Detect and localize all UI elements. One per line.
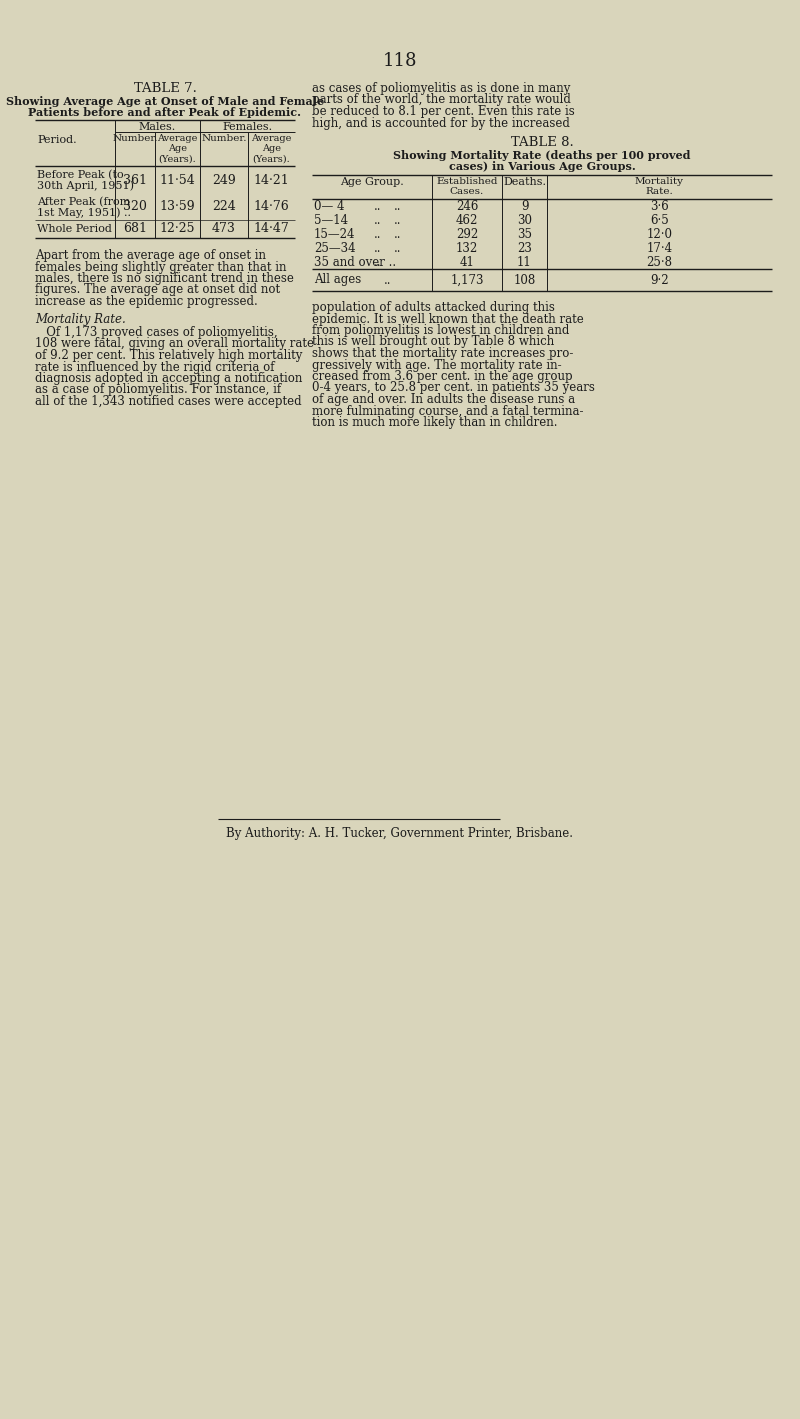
Text: Whole Period: Whole Period <box>37 224 112 234</box>
Text: diagnosis adopted in accepting a notification: diagnosis adopted in accepting a notific… <box>35 372 302 385</box>
Text: 35 and over ..: 35 and over .. <box>314 255 396 268</box>
Text: 35: 35 <box>517 227 532 240</box>
Text: as cases of poliomyelitis as is done in many: as cases of poliomyelitis as is done in … <box>312 82 570 95</box>
Text: ..: .. <box>374 241 382 254</box>
Text: ..: .. <box>394 241 402 254</box>
Text: 13·59: 13·59 <box>160 200 195 213</box>
Text: Period.: Period. <box>37 135 77 145</box>
Text: 0-4 years, to 25.8 per cent. in patients 35 years: 0-4 years, to 25.8 per cent. in patients… <box>312 382 595 394</box>
Text: 12·0: 12·0 <box>646 227 673 240</box>
Text: high, and is accounted for by the increased: high, and is accounted for by the increa… <box>312 116 570 129</box>
Text: tion is much more likely than in children.: tion is much more likely than in childre… <box>312 416 558 429</box>
Text: Mortality
Rate.: Mortality Rate. <box>635 177 684 196</box>
Text: figures. The average age at onset did not: figures. The average age at onset did no… <box>35 284 280 297</box>
Text: 12·25: 12·25 <box>160 223 195 236</box>
Text: females being slightly greater than that in: females being slightly greater than that… <box>35 261 286 274</box>
Text: 9·2: 9·2 <box>650 274 669 287</box>
Text: 224: 224 <box>212 200 236 213</box>
Text: Showing Mortality Rate (deaths per 100 proved: Showing Mortality Rate (deaths per 100 p… <box>394 150 690 160</box>
Text: Patients before and after Peak of Epidemic.: Patients before and after Peak of Epidem… <box>29 106 302 118</box>
Text: gressively with age. The mortality rate in-: gressively with age. The mortality rate … <box>312 359 562 372</box>
Text: ..: .. <box>384 274 391 287</box>
Text: 25—34: 25—34 <box>314 241 356 254</box>
Text: 292: 292 <box>456 227 478 240</box>
Text: 1st May, 1951) ..: 1st May, 1951) .. <box>37 207 131 219</box>
Text: 320: 320 <box>123 200 147 213</box>
Text: Females.: Females. <box>222 122 273 132</box>
Text: 118: 118 <box>382 53 418 70</box>
Text: Showing Average Age at Onset of Male and Female: Showing Average Age at Onset of Male and… <box>6 96 324 106</box>
Text: population of adults attacked during this: population of adults attacked during thi… <box>312 301 555 314</box>
Text: Males.: Males. <box>139 122 176 132</box>
Text: 9: 9 <box>521 200 528 213</box>
Text: Number.: Number. <box>202 133 246 143</box>
Text: TABLE 8.: TABLE 8. <box>510 136 574 149</box>
Text: Of 1,173 proved cases of poliomyelitis,: Of 1,173 proved cases of poliomyelitis, <box>35 326 278 339</box>
Text: All ages: All ages <box>314 274 362 287</box>
Text: 6·5: 6·5 <box>650 213 669 227</box>
Text: Number.: Number. <box>112 133 158 143</box>
Text: as a case of poliomyelitis. For instance, if: as a case of poliomyelitis. For instance… <box>35 383 281 396</box>
Text: Average
Age
(Years).: Average Age (Years). <box>251 133 292 163</box>
Text: Deaths.: Deaths. <box>503 177 546 187</box>
Text: creased from 3.6 per cent. in the age group: creased from 3.6 per cent. in the age gr… <box>312 370 573 383</box>
Text: 462: 462 <box>456 213 478 227</box>
Text: of age and over. In adults the disease runs a: of age and over. In adults the disease r… <box>312 393 575 406</box>
Text: Average
Age
(Years).: Average Age (Years). <box>158 133 198 163</box>
Text: ..: .. <box>394 200 402 213</box>
Text: 11·54: 11·54 <box>160 173 195 186</box>
Text: 14·76: 14·76 <box>254 200 290 213</box>
Text: 108: 108 <box>514 274 536 287</box>
Text: shows that the mortality rate increases pro-: shows that the mortality rate increases … <box>312 348 574 360</box>
Text: Established
Cases.: Established Cases. <box>436 177 498 196</box>
Text: parts of the world, the mortality rate would: parts of the world, the mortality rate w… <box>312 94 571 106</box>
Text: 23: 23 <box>517 241 532 254</box>
Text: 15—24: 15—24 <box>314 227 355 240</box>
Text: 11: 11 <box>517 255 532 268</box>
Text: 14·21: 14·21 <box>254 173 290 186</box>
Text: 681: 681 <box>123 223 147 236</box>
Text: ..: .. <box>374 213 382 227</box>
Text: 361: 361 <box>123 173 147 186</box>
Text: Apart from the average age of onset in: Apart from the average age of onset in <box>35 248 266 263</box>
Text: 473: 473 <box>212 223 236 236</box>
Text: Mortality Rate.: Mortality Rate. <box>35 312 126 325</box>
Text: 25·8: 25·8 <box>646 255 673 268</box>
Text: 1,173: 1,173 <box>450 274 484 287</box>
Text: 246: 246 <box>456 200 478 213</box>
Text: more fulminating course, and a fatal termina-: more fulminating course, and a fatal ter… <box>312 404 583 417</box>
Text: 0— 4: 0— 4 <box>314 200 345 213</box>
Text: rate is influenced by the rigid criteria of: rate is influenced by the rigid criteria… <box>35 360 274 373</box>
Text: 3·6: 3·6 <box>650 200 669 213</box>
Text: 41: 41 <box>459 255 474 268</box>
Text: 132: 132 <box>456 241 478 254</box>
Text: males, there is no significant trend in these: males, there is no significant trend in … <box>35 272 294 285</box>
Text: By Authority: A. H. Tucker, Government Printer, Brisbane.: By Authority: A. H. Tucker, Government P… <box>226 827 574 840</box>
Text: 249: 249 <box>212 173 236 186</box>
Text: Age Group.: Age Group. <box>340 177 404 187</box>
Text: cases) in Various Age Groups.: cases) in Various Age Groups. <box>449 160 635 172</box>
Text: ..: .. <box>394 213 402 227</box>
Text: be reduced to 8.1 per cent. Even this rate is: be reduced to 8.1 per cent. Even this ra… <box>312 105 574 118</box>
Text: epidemic. It is well known that the death rate: epidemic. It is well known that the deat… <box>312 312 584 325</box>
Text: of 9.2 per cent. This relatively high mortality: of 9.2 per cent. This relatively high mo… <box>35 349 302 362</box>
Text: 30: 30 <box>517 213 532 227</box>
Text: increase as the epidemic progressed.: increase as the epidemic progressed. <box>35 295 258 308</box>
Text: 5—14: 5—14 <box>314 213 348 227</box>
Text: ..: .. <box>374 227 382 240</box>
Text: 17·4: 17·4 <box>646 241 673 254</box>
Text: 14·47: 14·47 <box>254 223 290 236</box>
Text: After Peak (from: After Peak (from <box>37 197 130 207</box>
Text: 108 were fatal, giving an overall mortality rate: 108 were fatal, giving an overall mortal… <box>35 338 314 350</box>
Text: ..: .. <box>374 255 382 268</box>
Text: TABLE 7.: TABLE 7. <box>134 82 197 95</box>
Text: Before Peak (to: Before Peak (to <box>37 170 124 180</box>
Text: 30th April, 1951): 30th April, 1951) <box>37 180 134 192</box>
Text: all of the 1,343 notified cases were accepted: all of the 1,343 notified cases were acc… <box>35 394 302 409</box>
Text: ..: .. <box>374 200 382 213</box>
Text: from poliomyelitis is lowest in children and: from poliomyelitis is lowest in children… <box>312 324 570 336</box>
Text: ..: .. <box>394 227 402 240</box>
Text: this is well brought out by Table 8 which: this is well brought out by Table 8 whic… <box>312 335 554 349</box>
